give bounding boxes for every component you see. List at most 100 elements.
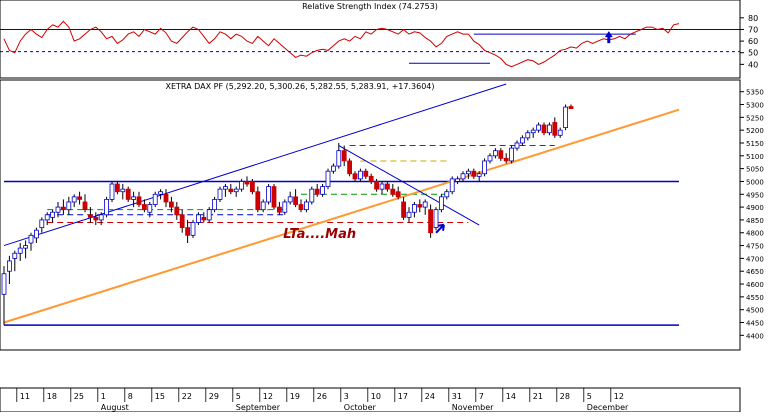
- x-axis: 11 18 25 1 8 15 22 29 5 12 19 26 3 10 17 24 31 7 14 21 28 5 12…: [0, 387, 741, 413]
- candle-body: [109, 183, 115, 200]
- x-tick-label: 21: [533, 392, 543, 401]
- candle-body: [428, 209, 434, 234]
- x-tick-label: 12: [614, 392, 624, 401]
- price-y-tick-label: 4700: [746, 255, 764, 263]
- candle-body: [433, 209, 439, 229]
- x-tick-label: 31: [452, 392, 462, 401]
- candle-body: [444, 191, 450, 198]
- candle-body: [309, 188, 315, 203]
- candle-body: [77, 196, 82, 200]
- candle-body: [541, 124, 547, 134]
- rsi-y-tick-label: 70: [748, 25, 758, 34]
- x-tick-label: 25: [74, 392, 84, 401]
- candle-body: [557, 129, 563, 136]
- candle-body: [12, 252, 18, 259]
- candle-body: [152, 193, 158, 205]
- candle-body: [17, 247, 23, 254]
- rsi-title: Relative Strength Index (74.2753): [302, 2, 438, 11]
- price-y-tick-label: 4950: [746, 191, 764, 199]
- candle-body: [201, 216, 207, 221]
- candle-body: [120, 188, 126, 193]
- price-y-tick-label: 5050: [746, 166, 764, 174]
- candle-body: [282, 201, 288, 213]
- x-tick-label: 14: [506, 392, 516, 401]
- candle-body: [422, 201, 428, 208]
- rsi-frame: [0, 0, 741, 79]
- candle-body: [384, 183, 390, 190]
- candle-body: [82, 201, 88, 211]
- rsi-panel: Relative Strength Index (74.2753) 40 50 60…: [0, 0, 758, 79]
- price-y-tick-label: 4450: [746, 320, 764, 328]
- candle-body: [536, 124, 541, 131]
- candle-body: [163, 193, 169, 203]
- candle-body: [298, 204, 304, 211]
- rsi-y-tick-label: 40: [748, 60, 758, 69]
- x-month-label: August: [101, 403, 129, 412]
- price-y-tick-label: 4500: [746, 307, 764, 315]
- candle-body: [71, 196, 77, 203]
- candle-body: [61, 206, 66, 211]
- candle-body: [136, 196, 142, 205]
- candle-body: [195, 214, 201, 223]
- candle-body: [352, 173, 358, 180]
- candle-body: [363, 170, 369, 177]
- candle-body: [293, 196, 299, 205]
- candle-body: [320, 186, 326, 195]
- price-y-tick-label: 4400: [746, 332, 764, 340]
- candle-body: [509, 147, 515, 162]
- candle-body: [244, 181, 250, 185]
- candle-body: [249, 181, 255, 193]
- price-y-tick-label: 5200: [746, 127, 764, 135]
- x-tick-label: 8: [128, 392, 133, 401]
- price-trend-line: [3, 83, 507, 247]
- x-tick-label: 29: [209, 392, 219, 401]
- candle-body: [158, 191, 164, 195]
- candle-body: [330, 165, 336, 172]
- candle-body: [525, 132, 531, 139]
- candle-body: [115, 183, 120, 193]
- candle-body: [98, 214, 104, 221]
- candle-body: [255, 191, 261, 211]
- price-y-tick-label: 5300: [746, 102, 764, 110]
- candle-body: [125, 188, 131, 200]
- candle-body: [190, 222, 196, 236]
- candle-body: [66, 201, 72, 211]
- candle-body: [44, 214, 50, 221]
- x-tick-label: 3: [344, 392, 349, 401]
- candle-body: [476, 173, 482, 177]
- rsi-arrow-up-icon: [604, 31, 613, 44]
- price-y-tick-label: 4550: [746, 294, 764, 302]
- candle-body: [406, 211, 412, 218]
- x-tick-label: 7: [479, 392, 484, 401]
- candle-body: [417, 204, 423, 208]
- x-tick-label: 18: [47, 392, 57, 401]
- x-tick-label: 1: [101, 392, 106, 401]
- candle-body: [39, 219, 45, 229]
- candle-body: [568, 106, 574, 110]
- price-y-tick-label: 5150: [746, 140, 764, 148]
- candle-body: [141, 204, 147, 211]
- candle-body: [260, 201, 266, 211]
- candle-body: [276, 206, 282, 213]
- candle-body: [50, 211, 55, 218]
- candle-body: [552, 122, 558, 136]
- price-y-tick-label: 5250: [746, 114, 764, 122]
- candle-body: [379, 183, 385, 190]
- chart-annotation-text: LTa....Mah: [283, 227, 356, 242]
- rsi-y-tick-label: 60: [748, 37, 758, 46]
- candle-body: [325, 170, 331, 187]
- candle-body: [520, 137, 525, 144]
- candle-body: [271, 186, 277, 208]
- candle-body: [471, 170, 477, 177]
- rsi-y-tick-label: 80: [748, 14, 758, 23]
- price-y-tick-label: 4900: [746, 204, 764, 212]
- x-tick-label: 10: [371, 392, 381, 401]
- x-tick-label: 19: [290, 392, 300, 401]
- price-y-tick-label: 4750: [746, 243, 764, 251]
- x-tick-label: 28: [560, 392, 570, 401]
- rsi-y-tick-label: 50: [748, 49, 758, 58]
- candle-body: [563, 106, 568, 128]
- price-y-tick-label: 5100: [746, 153, 764, 161]
- candle-body: [147, 204, 153, 213]
- candle-body: [28, 234, 34, 244]
